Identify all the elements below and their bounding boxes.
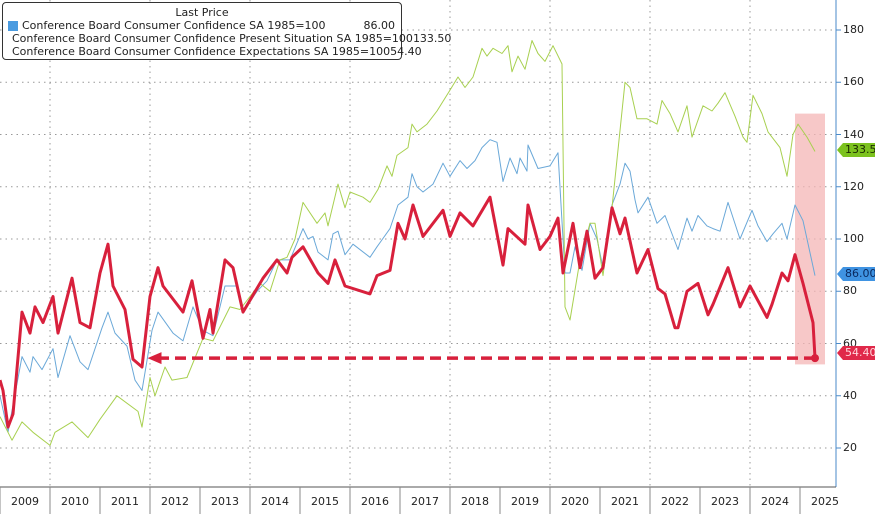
y-tick-label: 100	[843, 232, 864, 245]
y-tick-label: 160	[843, 75, 864, 89]
x-tick-label: 2018	[461, 495, 489, 508]
x-tick-label: 2016	[361, 495, 389, 508]
y-tick-label: 120	[843, 179, 864, 193]
last-value-tag-total: 86.00	[837, 267, 875, 281]
legend-label: Conference Board Consumer Confidence SA …	[22, 19, 326, 32]
highlight-region	[795, 113, 825, 365]
x-tick-label: 2013	[211, 495, 239, 508]
y-tick-label: 180	[843, 23, 864, 36]
legend-item-expectations: Conference Board Consumer Confidence Exp…	[3, 45, 422, 58]
last-value-tag-expectations: 54.40	[837, 346, 875, 360]
y-tick-label: 80	[843, 284, 857, 298]
legend-value: 133.50	[412, 32, 452, 45]
last-value-tag-present-situation: 133.50	[837, 143, 875, 157]
legend-value: 86.00	[363, 19, 396, 32]
legend-label: Conference Board Consumer Confidence Exp…	[12, 45, 391, 58]
x-tick-label: 2024	[761, 495, 789, 508]
x-tick-label: 2021	[611, 495, 639, 508]
legend-item-total: Conference Board Consumer Confidence SA …	[3, 19, 401, 32]
series-line-total	[0, 139, 816, 433]
x-tick-label: 2023	[711, 495, 739, 508]
x-tick-label: 2011	[111, 495, 139, 508]
x-tick-label: 2025	[811, 495, 839, 508]
legend: Last Price Conference Board Consumer Con…	[2, 2, 451, 60]
y-tick-label: 140	[843, 127, 864, 141]
x-tick-label: 2010	[61, 495, 89, 508]
x-tick-label: 2017	[411, 495, 439, 508]
series-line-expectations	[0, 195, 817, 429]
x-tick-label: 2019	[511, 495, 539, 508]
x-tick-label: 2015	[311, 495, 339, 508]
legend-swatch-blue	[8, 20, 18, 31]
x-tick-label: 2012	[161, 495, 189, 508]
legend-value: 54.40	[390, 45, 422, 58]
annotation-arrowhead	[147, 352, 162, 365]
x-tick-label: 2022	[661, 495, 689, 508]
y-tick-label: 20	[843, 441, 857, 454]
y-tick-label: 40	[843, 388, 857, 402]
x-tick-label: 2020	[561, 495, 589, 508]
x-tick-label: 2009	[11, 495, 39, 508]
x-tick-label: 2014	[261, 495, 289, 508]
legend-header: Last Price	[175, 6, 229, 19]
legend-label: Conference Board Consumer Confidence Pre…	[12, 32, 413, 45]
legend-item-present-situation: Conference Board Consumer Confidence Pre…	[3, 32, 451, 45]
series-line-present-situation	[0, 40, 816, 446]
last-point-marker	[811, 354, 819, 363]
